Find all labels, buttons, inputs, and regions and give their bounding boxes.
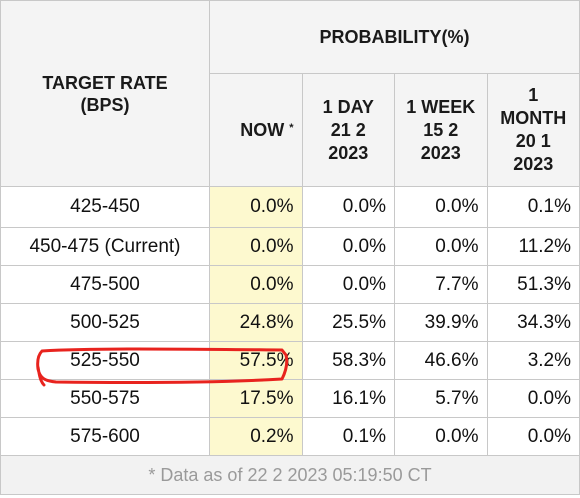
target-rate-cell: 500-525 — [0, 303, 210, 342]
table-row: 450-475 (Current) 0.0% 0.0% 0.0% 11.2% — [0, 227, 580, 266]
target-rate-header: TARGET RATE (BPS) — [0, 0, 210, 187]
one-month-cell: 3.2% — [486, 341, 580, 380]
table-row: 550-575 17.5% 16.1% 5.7% 0.0% — [0, 379, 580, 418]
data-timestamp-note: * Data as of 22 2 2023 05:19:50 CT — [0, 455, 580, 495]
now-header: NOW * — [209, 73, 303, 187]
now-cell: 0.2% — [209, 417, 303, 456]
one-month-cell: 34.3% — [486, 303, 580, 342]
one-day-cell: 16.1% — [301, 379, 395, 418]
now-cell: 0.0% — [209, 186, 303, 228]
one-day-cell: 58.3% — [301, 341, 395, 380]
one-month-cell: 0.0% — [486, 417, 580, 456]
one-day-cell: 0.0% — [301, 227, 395, 266]
one-day-cell: 0.1% — [301, 417, 395, 456]
one-day-cell: 0.0% — [301, 186, 395, 228]
one-month-year: 2023 — [513, 154, 554, 174]
one-week-cell: 7.7% — [394, 265, 488, 304]
table-row: 575-600 0.2% 0.1% 0.0% 0.0% — [0, 417, 580, 456]
now-label: NOW — [240, 119, 285, 140]
table-row: 425-450 0.0% 0.0% 0.0% 0.1% — [0, 186, 580, 228]
one-week-header: 1 WEEK 15 2 2023 — [394, 73, 488, 187]
one-week-label: 1 WEEK — [406, 96, 476, 117]
target-rate-cell: 475-500 — [0, 265, 210, 304]
one-week-cell: 0.0% — [394, 227, 488, 266]
one-day-label: 1 DAY — [322, 96, 374, 117]
one-day-date: 21 2 — [330, 119, 366, 140]
one-week-cell: 5.7% — [394, 379, 488, 418]
one-month-cell: 0.0% — [486, 379, 580, 418]
table-row: 525-550 57.5% 58.3% 46.6% 3.2% — [0, 341, 580, 380]
one-day-cell: 25.5% — [301, 303, 395, 342]
now-cell: 57.5% — [209, 341, 303, 380]
one-day-year: 2023 — [328, 142, 369, 163]
one-month-number: 1 — [528, 85, 539, 105]
header-row-top: TARGET RATE (BPS) PROBABILITY(%) — [0, 0, 580, 187]
one-day-header: 1 DAY 21 2 2023 — [301, 73, 395, 187]
target-rate-cell: 525-550 — [0, 341, 210, 380]
now-cell: 0.0% — [209, 265, 303, 304]
one-week-cell: 46.6% — [394, 341, 488, 380]
target-rate-cell: 550-575 — [0, 379, 210, 418]
now-cell: 24.8% — [209, 303, 303, 342]
one-month-cell: 51.3% — [486, 265, 580, 304]
one-day-cell: 0.0% — [301, 265, 395, 304]
now-cell: 17.5% — [209, 379, 303, 418]
one-month-date: 20 1 — [515, 131, 551, 151]
one-month-cell: 0.1% — [486, 186, 580, 228]
one-week-cell: 0.0% — [394, 417, 488, 456]
one-week-date: 15 2 — [423, 119, 459, 140]
target-rate-cell: 575-600 — [0, 417, 210, 456]
target-rate-cell: 450-475 (Current) — [0, 227, 210, 266]
now-asterisk: * — [289, 121, 294, 134]
one-month-cell: 11.2% — [486, 227, 580, 266]
one-week-cell: 39.9% — [394, 303, 488, 342]
table-row: 475-500 0.0% 0.0% 7.7% 51.3% — [0, 265, 580, 304]
header-row-bottom: NOW * 1 DAY 21 2 2023 1 WEEK 15 2 2023 1… — [1, 73, 580, 187]
one-month-label: MONTH — [500, 108, 567, 128]
one-week-year: 2023 — [420, 142, 461, 163]
one-week-cell: 0.0% — [394, 186, 488, 228]
probability-header: PROBABILITY(%) — [209, 0, 580, 74]
now-cell: 0.0% — [209, 227, 303, 266]
footer-row: * Data as of 22 2 2023 05:19:50 CT — [0, 455, 580, 495]
target-rate-unit: (BPS) — [80, 94, 130, 115]
one-month-header: 1 MONTH 20 1 2023 — [486, 73, 580, 187]
table-row: 500-525 24.8% 25.5% 39.9% 34.3% — [0, 303, 580, 342]
target-rate-label: TARGET RATE — [42, 72, 168, 93]
target-rate-cell: 425-450 — [0, 186, 210, 228]
